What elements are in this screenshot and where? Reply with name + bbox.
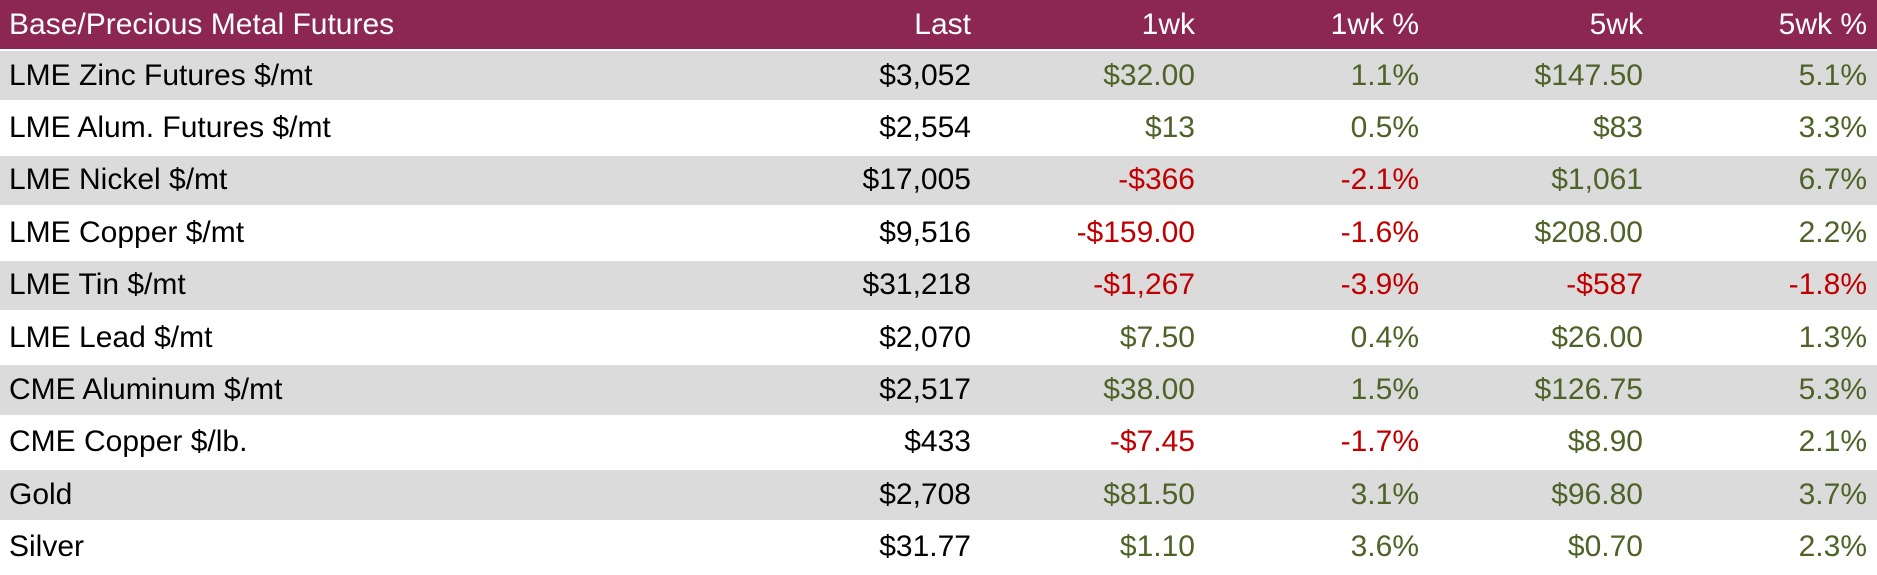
wk1-change: $7.50	[981, 311, 1205, 366]
wk5-percent: 2.3%	[1653, 521, 1877, 575]
wk1-change: -$1,267	[981, 259, 1205, 313]
wk1-percent: 0.4%	[1205, 311, 1429, 366]
instrument-name: LME Copper $/mt	[0, 206, 757, 261]
wk5-change: $8.90	[1429, 416, 1653, 471]
wk1-percent: 1.5%	[1205, 363, 1429, 418]
wk1-change: -$366	[981, 154, 1205, 209]
table-row: CME Aluminum $/mt $2,517 $38.00 1.5% $12…	[0, 363, 1877, 418]
wk5-change: $208.00	[1429, 206, 1653, 261]
wk1-percent: 3.1%	[1205, 468, 1429, 523]
table-row: LME Alum. Futures $/mt $2,554 $13 0.5% $…	[0, 101, 1877, 156]
wk1-change: $81.50	[981, 468, 1205, 523]
instrument-name: LME Zinc Futures $/mt	[0, 50, 757, 104]
wk5-percent: 5.1%	[1653, 50, 1877, 104]
wk5-percent: 5.3%	[1653, 363, 1877, 418]
wk5-percent: 3.7%	[1653, 468, 1877, 523]
wk5-change: -$587	[1429, 259, 1653, 313]
last-value: $2,517	[757, 363, 981, 418]
wk5-percent: 1.3%	[1653, 311, 1877, 366]
wk5-change: $126.75	[1429, 363, 1653, 418]
column-header-title: Base/Precious Metal Futures	[0, 0, 757, 51]
wk5-percent: 6.7%	[1653, 154, 1877, 209]
table-row: LME Nickel $/mt $17,005 -$366 -2.1% $1,0…	[0, 154, 1877, 209]
last-value: $2,708	[757, 468, 981, 523]
wk5-change: $96.80	[1429, 468, 1653, 523]
column-header-5wk: 5wk	[1429, 0, 1653, 51]
wk5-percent: -1.8%	[1653, 259, 1877, 313]
instrument-name: LME Nickel $/mt	[0, 154, 757, 209]
table-body: LME Zinc Futures $/mt $3,052 $32.00 1.1%…	[0, 50, 1877, 575]
wk5-percent: 2.1%	[1653, 416, 1877, 471]
column-header-1wk-pct: 1wk %	[1205, 0, 1429, 51]
instrument-name: LME Tin $/mt	[0, 259, 757, 313]
last-value: $2,554	[757, 101, 981, 156]
instrument-name: CME Aluminum $/mt	[0, 363, 757, 418]
wk1-percent: -1.7%	[1205, 416, 1429, 471]
last-value: $9,516	[757, 206, 981, 261]
table-row: CME Copper $/lb. $433 -$7.45 -1.7% $8.90…	[0, 416, 1877, 471]
column-header-5wk-pct: 5wk %	[1653, 0, 1877, 51]
wk5-change: $26.00	[1429, 311, 1653, 366]
last-value: $433	[757, 416, 981, 471]
wk1-percent: 3.6%	[1205, 521, 1429, 575]
table-row: LME Tin $/mt $31,218 -$1,267 -3.9% -$587…	[0, 259, 1877, 313]
wk1-change: $1.10	[981, 521, 1205, 575]
wk1-percent: -1.6%	[1205, 206, 1429, 261]
last-value: $31,218	[757, 259, 981, 313]
wk1-change: -$7.45	[981, 416, 1205, 471]
wk5-change: $1,061	[1429, 154, 1653, 209]
wk1-change: $32.00	[981, 50, 1205, 104]
wk1-percent: 0.5%	[1205, 101, 1429, 156]
column-header-last: Last	[757, 0, 981, 51]
table-row: Gold $2,708 $81.50 3.1% $96.80 3.7%	[0, 468, 1877, 523]
instrument-name: LME Lead $/mt	[0, 311, 757, 366]
wk1-percent: -2.1%	[1205, 154, 1429, 209]
wk5-percent: 3.3%	[1653, 101, 1877, 156]
column-header-1wk: 1wk	[981, 0, 1205, 51]
last-value: $31.77	[757, 521, 981, 575]
wk1-percent: 1.1%	[1205, 50, 1429, 104]
table-row: LME Copper $/mt $9,516 -$159.00 -1.6% $2…	[0, 206, 1877, 261]
last-value: $2,070	[757, 311, 981, 366]
wk5-change: $83	[1429, 101, 1653, 156]
wk1-percent: -3.9%	[1205, 259, 1429, 313]
instrument-name: LME Alum. Futures $/mt	[0, 101, 757, 156]
last-value: $17,005	[757, 154, 981, 209]
wk1-change: $13	[981, 101, 1205, 156]
table-row: LME Lead $/mt $2,070 $7.50 0.4% $26.00 1…	[0, 311, 1877, 366]
instrument-name: CME Copper $/lb.	[0, 416, 757, 471]
last-value: $3,052	[757, 50, 981, 104]
wk5-change: $0.70	[1429, 521, 1653, 575]
table-row: LME Zinc Futures $/mt $3,052 $32.00 1.1%…	[0, 50, 1877, 104]
table-row: Silver $31.77 $1.10 3.6% $0.70 2.3%	[0, 521, 1877, 575]
instrument-name: Gold	[0, 468, 757, 523]
header-row: Base/Precious Metal Futures Last 1wk 1wk…	[0, 0, 1877, 51]
wk5-change: $147.50	[1429, 50, 1653, 104]
wk1-change: $38.00	[981, 363, 1205, 418]
instrument-name: Silver	[0, 521, 757, 575]
wk5-percent: 2.2%	[1653, 206, 1877, 261]
wk1-change: -$159.00	[981, 206, 1205, 261]
